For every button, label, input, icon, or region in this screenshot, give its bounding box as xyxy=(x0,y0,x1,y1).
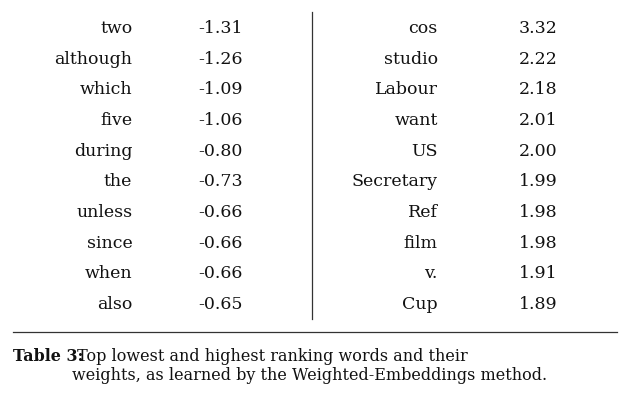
Text: -1.06: -1.06 xyxy=(198,112,243,129)
Text: 2.01: 2.01 xyxy=(519,112,558,129)
Text: 3.32: 3.32 xyxy=(518,20,558,37)
Text: when: when xyxy=(84,265,132,282)
Text: 1.98: 1.98 xyxy=(519,234,558,251)
Text: during: during xyxy=(74,142,132,159)
Text: studio: studio xyxy=(384,51,438,68)
Text: -0.66: -0.66 xyxy=(198,204,243,221)
Text: Cup: Cup xyxy=(402,295,438,312)
Text: five: five xyxy=(100,112,132,129)
Text: Table 3:: Table 3: xyxy=(13,347,83,364)
Text: Secretary: Secretary xyxy=(352,173,438,190)
Text: 1.89: 1.89 xyxy=(519,295,558,312)
Text: cos: cos xyxy=(409,20,438,37)
Text: US: US xyxy=(411,142,438,159)
Text: although: although xyxy=(54,51,132,68)
Text: -1.31: -1.31 xyxy=(198,20,243,37)
Text: the: the xyxy=(104,173,132,190)
Text: -0.66: -0.66 xyxy=(198,234,243,251)
Text: -1.26: -1.26 xyxy=(198,51,243,68)
Text: -0.80: -0.80 xyxy=(198,142,243,159)
Text: Labour: Labour xyxy=(375,81,438,98)
Text: 2.00: 2.00 xyxy=(519,142,558,159)
Text: 1.99: 1.99 xyxy=(518,173,558,190)
Text: unless: unless xyxy=(76,204,132,221)
Text: 1.98: 1.98 xyxy=(519,204,558,221)
Text: 2.18: 2.18 xyxy=(519,81,558,98)
Text: -1.09: -1.09 xyxy=(198,81,243,98)
Text: Top lowest and highest ranking words and their
weights, as learned by the Weight: Top lowest and highest ranking words and… xyxy=(72,347,547,384)
Text: -0.65: -0.65 xyxy=(198,295,243,312)
Text: want: want xyxy=(394,112,438,129)
Text: two: two xyxy=(100,20,132,37)
Text: -0.73: -0.73 xyxy=(198,173,243,190)
Text: v.: v. xyxy=(425,265,438,282)
Text: also: also xyxy=(97,295,132,312)
Text: which: which xyxy=(79,81,132,98)
Text: since: since xyxy=(86,234,132,251)
Text: 2.22: 2.22 xyxy=(518,51,558,68)
Text: film: film xyxy=(404,234,438,251)
Text: -0.66: -0.66 xyxy=(198,265,243,282)
Text: Ref: Ref xyxy=(408,204,438,221)
Text: 1.91: 1.91 xyxy=(519,265,558,282)
